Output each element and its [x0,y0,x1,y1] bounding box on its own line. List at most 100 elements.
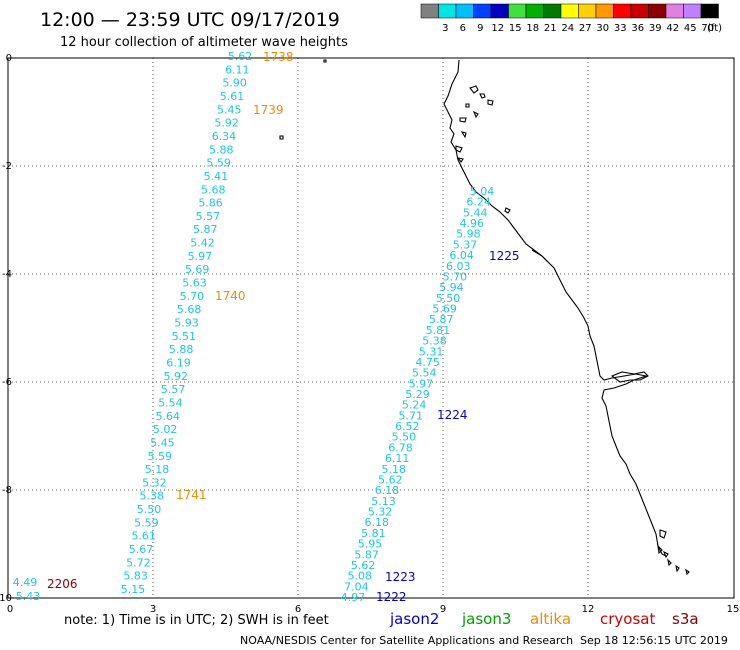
satellite-legend-jason2: jason2 [389,610,439,628]
scale-swatch [508,3,527,19]
map-title: 12:00 — 23:59 UTC 09/17/2019 [40,9,340,31]
wave-height-value: 7.04 [344,580,369,593]
wave-height-value: 6.52 [395,420,420,433]
wave-height-value: 5.92 [214,117,239,130]
scale-swatch [490,3,509,19]
scale-label: 42 [666,23,679,34]
pass-time-label: 1741 [176,488,207,502]
wave-height-value: 5.13 [371,495,396,508]
x-tick-label: 3 [150,604,156,615]
wave-height-value: 6.78 [388,441,413,454]
wave-height-value: 6.11 [225,63,250,76]
wave-height-value: 5.32 [368,506,393,519]
scale-label: 39 [649,23,662,34]
wave-height-value: 5.88 [209,143,234,156]
wave-height-tracks: 5.626.115.905.615.455.926.345.885.595.41… [13,50,495,604]
wave-height-value: 5.29 [405,388,430,401]
wave-height-value: 5.04 [470,185,495,198]
wave-height-value: 5.92 [164,370,189,383]
wave-height-value: 4.96 [460,217,485,230]
wave-height-value: 5.32 [142,476,167,489]
scale-swatch [578,3,597,19]
wave-height-value: 5.43 [16,590,41,603]
scale-label: 15 [509,23,522,34]
wave-height-value: 5.45 [150,436,175,449]
wave-height-value: 6.19 [166,356,191,369]
satellite-legend-s3a: s3a [672,610,699,628]
wave-height-value: 5.18 [145,463,170,476]
pass-time-label: 1223 [385,570,416,584]
scale-label: 24 [561,23,574,34]
satellite-legend: jason2 jason3 altika cryosat s3a [389,610,699,628]
wave-height-value: 5.38 [422,335,447,348]
scale-swatch [683,3,702,19]
scale-label: 27 [579,23,592,34]
wave-height-value: 5.38 [139,490,164,503]
scale-swatch [700,3,719,19]
wave-height-value: 5.50 [392,431,417,444]
wave-height-value: 5.57 [161,383,186,396]
map-subtitle: 12 hour collection of altimeter wave hei… [60,35,348,50]
wave-height-value: 5.41 [204,170,229,183]
y-tick-label: -10 [0,593,12,604]
wave-height-value: 5.70 [180,290,205,303]
scale-swatch [560,3,579,19]
wave-height-value: 6.24 [466,196,491,209]
scale-unit: (ft) [707,23,722,34]
wave-height-value: 5.59 [148,450,173,463]
x-tick-label: 15 [727,604,740,615]
wave-height-value: 5.64 [156,410,181,423]
wave-height-value: 5.93 [174,317,199,330]
wave-height-value: 5.81 [361,527,386,540]
wave-height-value: 5.95 [358,538,383,551]
scale-swatch [525,3,544,19]
wave-height-value: 6.18 [375,484,400,497]
wave-height-value: 5.61 [131,530,156,543]
scale-label: 6 [460,23,466,34]
pass-time-label: 1222 [376,590,407,604]
pass-time-label: 1740 [215,289,246,303]
scale-swatch [455,3,474,19]
wave-height-value: 5.87 [429,313,454,326]
wave-height-value: 5.59 [134,516,159,529]
scale-swatch [473,3,492,19]
wave-height-value: 5.87 [354,548,379,561]
wave-height-value: 5.62 [351,559,376,572]
scale-label: 12 [491,23,504,34]
pass-time-label: 1739 [253,103,284,117]
wave-height-value: 4.97 [341,591,366,604]
wave-height-value: 5.62 [228,50,253,63]
wave-height-value: 5.68 [177,303,202,316]
footnote: note: 1) Time is in UTC; 2) SWH is in fe… [64,613,329,628]
y-tick-label: 0 [6,53,12,64]
wave-height-value: 5.08 [348,570,373,583]
scale-label: 36 [631,23,644,34]
wave-height-value: 5.94 [439,281,464,294]
wave-height-value: 4.49 [13,576,38,589]
wave-height-value: 5.57 [196,210,221,223]
wave-height-value: 5.42 [190,237,215,250]
satellite-legend-cryosat: cryosat [600,610,655,628]
scale-label: 9 [477,23,483,34]
wave-height-value: 5.97 [188,250,213,263]
wave-height-value: 5.54 [412,367,437,380]
pass-time-label: 1738 [263,50,294,64]
wave-height-value: 5.69 [185,263,210,276]
wave-height-value: 4.75 [415,356,440,369]
wave-height-value: 5.68 [201,183,226,196]
wave-height-value: 5.71 [398,409,423,422]
wave-height-value: 6.03 [446,260,471,273]
coastline [279,59,690,576]
color-scale-legend: 3 6 9 12 15 18 21 24 27 30 33 36 39 42 45 70(ft) [420,3,722,34]
wave-height-value: 5.02 [153,423,178,436]
wave-height-value: 5.54 [158,396,183,409]
scale-swatch [543,3,562,19]
wave-height-value: 5.87 [193,223,218,236]
wave-height-value: 5.45 [217,103,242,116]
y-tick-label: -4 [2,269,12,280]
wave-height-value: 5.62 [378,473,403,486]
wave-height-value: 5.37 [453,238,478,251]
wave-height-value: 5.67 [129,543,154,556]
wave-height-value: 6.34 [212,130,237,143]
map-frame [7,57,735,599]
